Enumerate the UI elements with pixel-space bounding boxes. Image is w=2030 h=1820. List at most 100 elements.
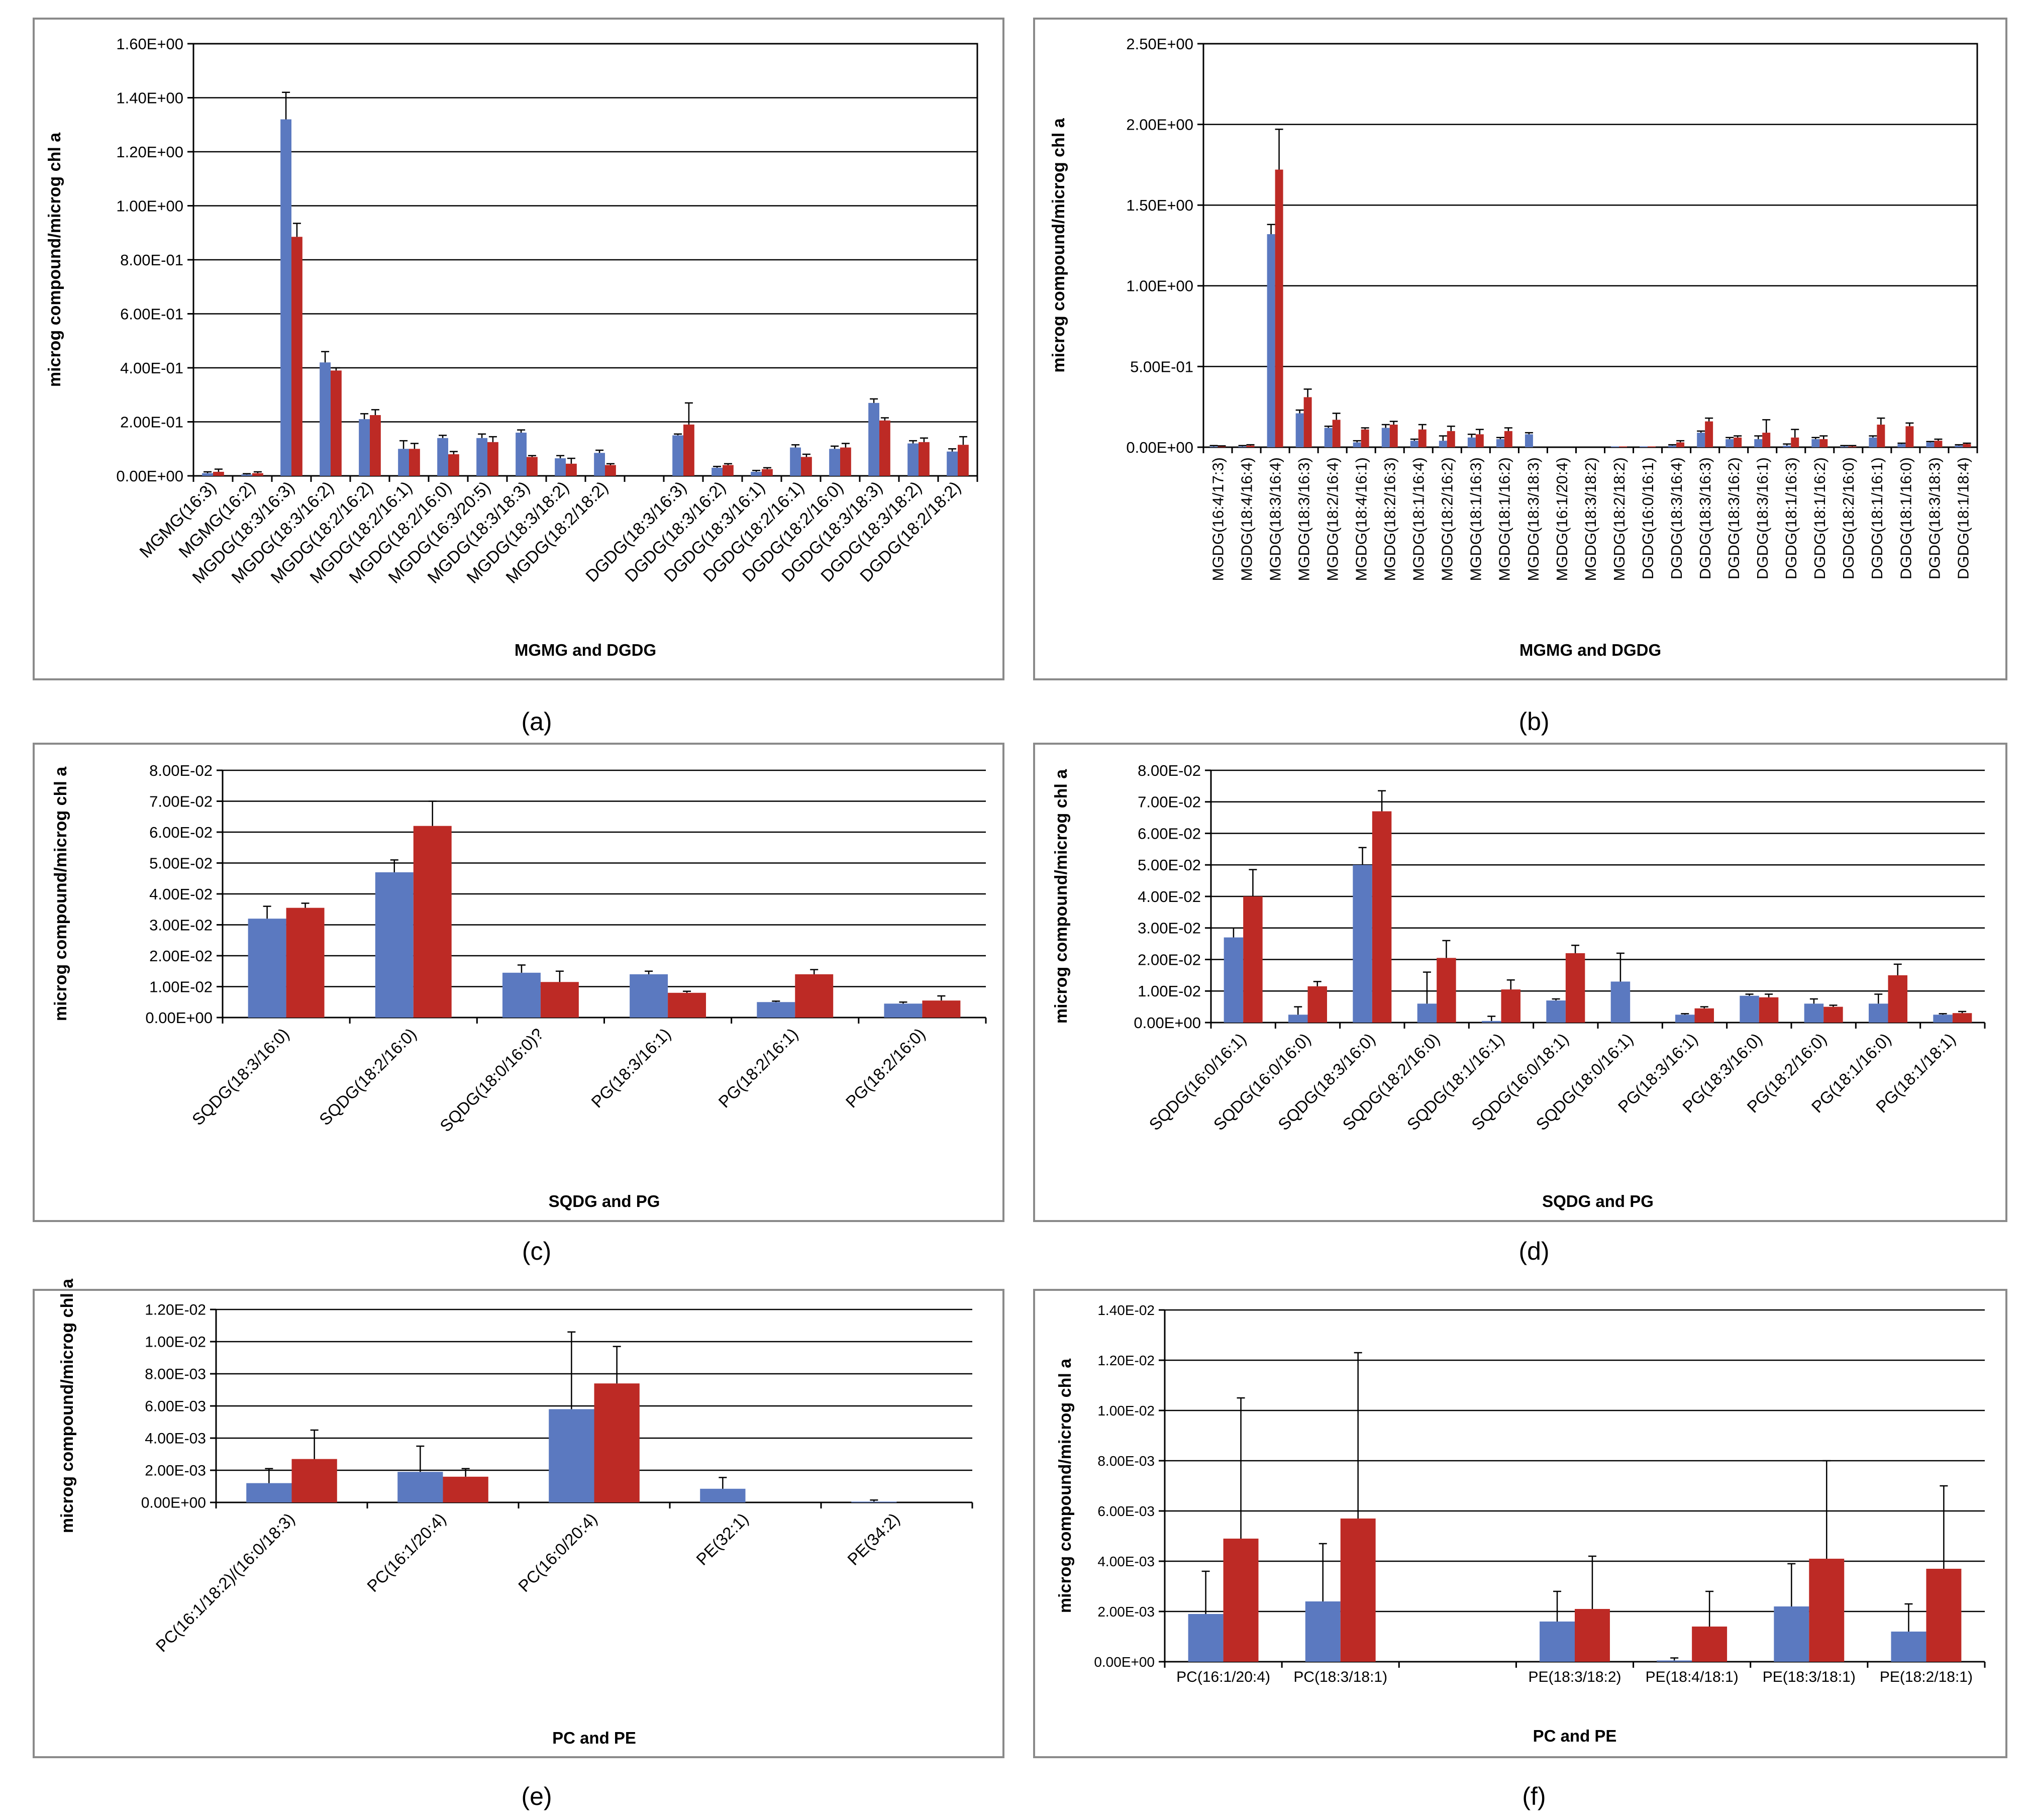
bar-series1 <box>594 453 605 476</box>
bar-series1 <box>757 1002 795 1018</box>
y-tick-label: 2.00E-02 <box>149 947 213 965</box>
x-tick-label: DGDG(18:1/16:0) <box>1897 457 1914 579</box>
bar-series2 <box>1926 1569 1962 1662</box>
bar-series2 <box>286 907 325 1018</box>
bar-series2 <box>919 442 930 476</box>
bar-series2 <box>1934 441 1943 447</box>
bar-series1 <box>868 402 879 476</box>
bar-series2 <box>1361 429 1369 447</box>
bar-series2 <box>1340 1519 1376 1662</box>
y-tick-label: 7.00E-02 <box>1138 793 1201 811</box>
x-tick-label: MGDG(18:1/16:4) <box>1410 457 1428 581</box>
x-tick-label: MGDG(18:3/18:3) <box>1525 457 1542 581</box>
bar-series2 <box>1619 446 1628 447</box>
bar-series2 <box>1437 958 1456 1023</box>
y-tick-label: 0.00E+00 <box>145 1009 213 1027</box>
y-tick-label: 6.00E-03 <box>145 1398 206 1415</box>
panel-b: 0.00E+00 5.00E-01 1.00E+00 1.50E+00 2.00E+00… <box>1033 18 2007 736</box>
y-tick-label: 2.00E-03 <box>145 1463 206 1479</box>
bar-series1 <box>397 1472 443 1502</box>
bar-series1 <box>1224 937 1244 1023</box>
panel-b-label: (b) <box>1518 707 1549 736</box>
bar-series2 <box>1501 989 1520 1023</box>
bar-series2 <box>1372 811 1392 1023</box>
x-tick-label: DGDG(18:3/16:1) <box>1754 457 1771 579</box>
bar-series1 <box>476 438 487 476</box>
bar-series2 <box>291 237 302 476</box>
x-axis-title: PC and PE <box>1533 1727 1617 1745</box>
bar-series2 <box>413 826 452 1018</box>
bar-series2 <box>331 370 342 476</box>
bar-series1 <box>202 473 213 476</box>
y-tick-label: 1.20E+00 <box>116 143 183 161</box>
bar-series2 <box>1504 431 1512 447</box>
y-tick-label: 6.00E-02 <box>1138 825 1201 842</box>
chart-b: 0.00E+00 5.00E-01 1.00E+00 1.50E+00 2.00E+00… <box>1049 35 1978 659</box>
bar-series1 <box>947 451 958 476</box>
panel-e: 0.00E+00 2.00E-03 4.00E-03 6.00E-03 8.00E-03… <box>33 1278 1004 1810</box>
bar-series2 <box>540 982 579 1018</box>
bar-series1 <box>700 1488 746 1502</box>
bar-series1 <box>437 438 448 476</box>
bar-series1 <box>248 919 286 1018</box>
bar-series2 <box>683 424 694 476</box>
x-tick-label: DGDG(18:3/18:3) <box>1925 457 1943 579</box>
chart-f: 0.00E+00 2.00E-03 4.00E-03 6.00E-03 8.00E-03… <box>1056 1302 1986 1745</box>
bar-series1 <box>1540 1622 1575 1662</box>
bar-series2 <box>370 415 381 476</box>
bar-series2 <box>409 449 420 476</box>
x-tick-label: DGDG(18:3/16:3) <box>1696 457 1714 579</box>
x-tick-label: MGDG(18:3/16:4) <box>1266 457 1284 581</box>
bar-series2 <box>1447 431 1455 447</box>
bar-series1 <box>1305 1601 1341 1662</box>
x-axis-title: MGMG and DGDG <box>1519 641 1661 659</box>
x-tick-label: MGDG(16:1/20:4) <box>1553 457 1571 581</box>
x-tick-label: DGDG(18:2/16:0) <box>1840 457 1857 579</box>
x-tick-label: MGDG(18:3/16:3) <box>1295 457 1312 581</box>
bar-series1 <box>280 119 291 476</box>
y-tick-label: 6.00E-03 <box>1097 1503 1155 1519</box>
bar-series1 <box>359 419 370 476</box>
bar-series2 <box>762 469 773 476</box>
bar-series1 <box>884 1003 923 1018</box>
y-tick-label: 0.00E+00 <box>1126 439 1193 456</box>
bar-series1 <box>1482 1021 1501 1023</box>
x-tick-label: DGDG(18:1/16:3) <box>1782 457 1800 579</box>
y-tick-label: 6.00E-01 <box>120 305 183 323</box>
panel-c-label: (c) <box>522 1237 551 1265</box>
x-tick-label: PC(18:3/18:1) <box>1293 1669 1387 1685</box>
bar-series1 <box>1381 428 1390 447</box>
bar-series2 <box>1694 1008 1714 1023</box>
bar-series2 <box>594 1383 640 1502</box>
y-tick-label: 4.00E-02 <box>1138 888 1201 905</box>
x-tick-label: MGDG(16:4/17:3) <box>1209 457 1227 581</box>
bar-series1 <box>790 447 801 476</box>
bar-series1 <box>1324 428 1333 447</box>
x-tick-label: MGDG(18:1/16:2) <box>1496 457 1513 581</box>
y-tick-label: 2.00E-01 <box>120 413 183 431</box>
x-tick-label: DGDG(18:3/16:4) <box>1668 457 1685 579</box>
y-tick-label: 1.00E+00 <box>116 197 183 215</box>
y-tick-label: 2.00E+00 <box>1126 116 1193 133</box>
bar-series2 <box>1475 434 1484 447</box>
y-axis-title: microg compound/microg chl a <box>51 766 70 1021</box>
bar-series1 <box>1640 446 1648 447</box>
bar-series1 <box>907 443 919 476</box>
y-tick-label: 4.00E-03 <box>145 1431 206 1447</box>
bar-series2 <box>527 457 538 476</box>
x-tick-label: PE(18:3/18:2) <box>1528 1669 1621 1685</box>
bar-series1 <box>630 974 668 1018</box>
bar-series2 <box>1575 1609 1610 1662</box>
y-tick-label: 4.00E-02 <box>149 885 213 903</box>
bar-series1 <box>672 435 683 476</box>
y-tick-label: 1.50E+00 <box>1126 196 1193 214</box>
x-tick-label: MGDG(18:4/16:1) <box>1353 457 1370 581</box>
bar-series2 <box>1877 425 1885 447</box>
bar-series2 <box>1303 397 1312 447</box>
bar-series1 <box>1668 445 1677 447</box>
bar-series2 <box>1952 1013 1972 1023</box>
x-tick-label: PE(18:3/18:1) <box>1763 1669 1856 1685</box>
y-tick-label: 1.40E-02 <box>1097 1302 1155 1318</box>
x-tick-label: MGDG(18:2/16:2) <box>1439 457 1456 581</box>
